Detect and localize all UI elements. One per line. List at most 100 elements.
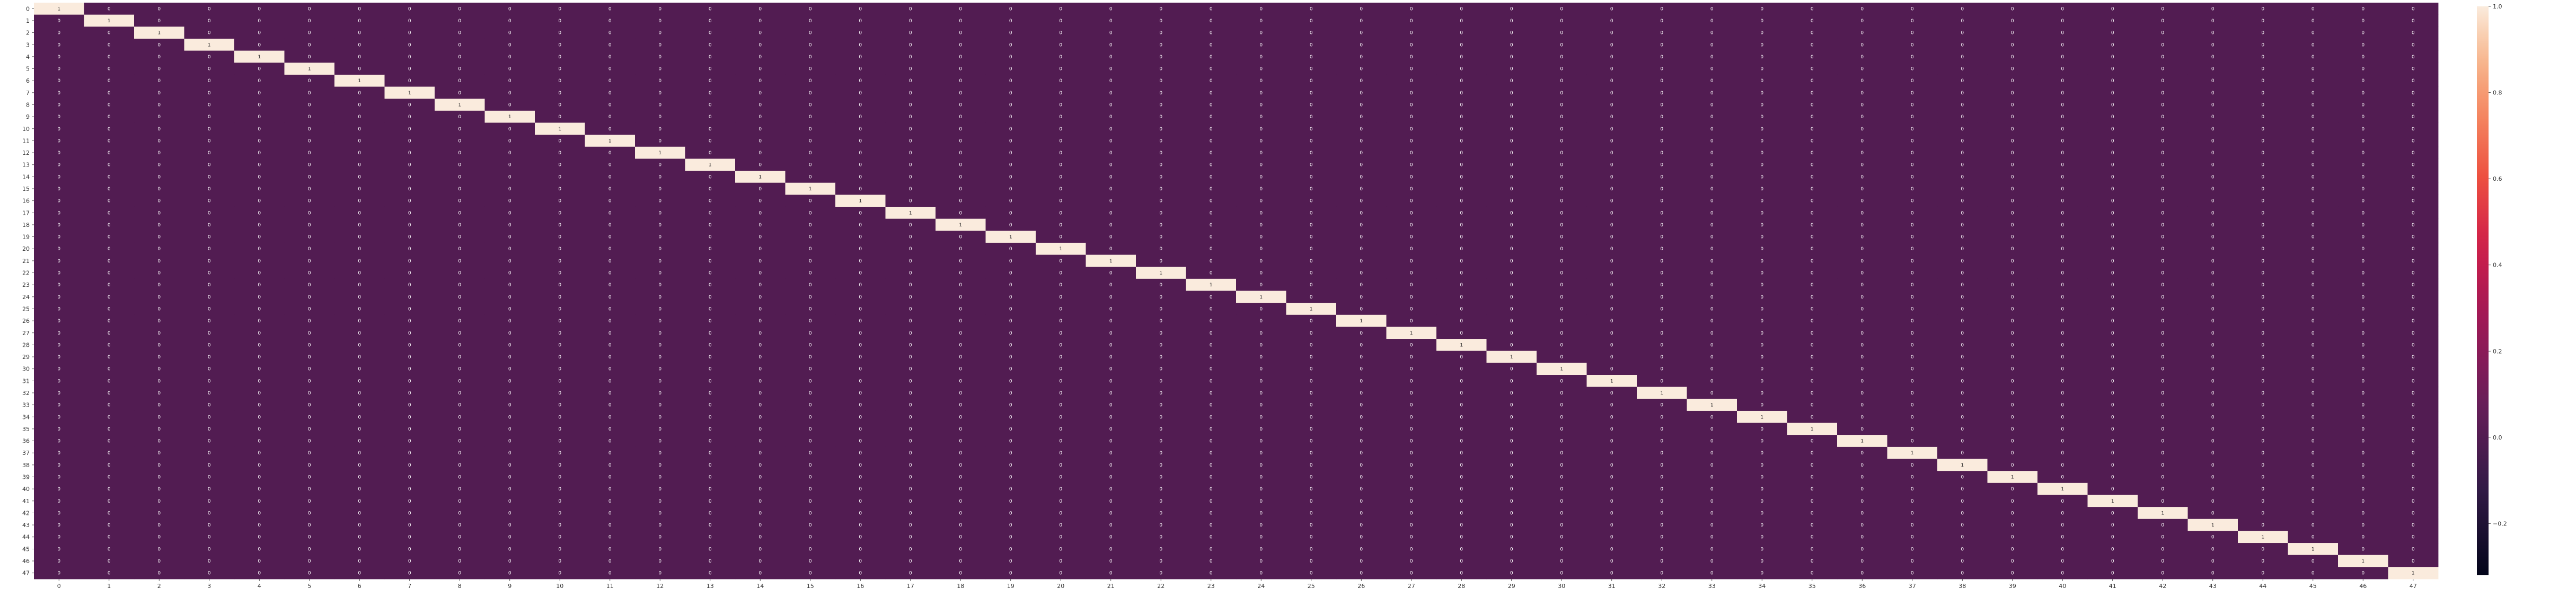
cell-value-label-17-24: 0 [1259, 210, 1263, 216]
cell-value-label-47-23: 0 [1210, 571, 1213, 576]
heatmap-cell-0-4 [234, 3, 285, 15]
heatmap-cell-6-22 [1136, 74, 1186, 87]
cell-value-label-37-38: 0 [1961, 451, 1964, 456]
cell-value-label-38-33: 0 [1710, 463, 1714, 468]
heatmap-cell-2-26 [1336, 27, 1387, 39]
cell-value-label-30-44: 0 [2261, 367, 2264, 372]
heatmap-cell-12-19 [985, 146, 1036, 159]
heatmap-cell-0-14 [735, 3, 786, 15]
cell-value-label-4-42: 0 [2161, 55, 2164, 60]
cell-value-label-35-43: 0 [2211, 427, 2215, 432]
cell-value-label-13-33: 0 [1710, 163, 1714, 168]
cell-value-label-4-29: 0 [1510, 55, 1513, 60]
cell-value-label-0-6: 0 [358, 6, 361, 12]
heatmap-cell-11-6 [334, 135, 385, 147]
cell-value-label-12-47: 0 [2412, 151, 2415, 156]
cell-value-label-12-9: 0 [508, 151, 511, 156]
cell-value-label-44-34: 0 [1760, 535, 1763, 540]
cell-value-label-1-11: 0 [608, 19, 612, 24]
cell-value-label-45-6: 0 [358, 547, 361, 552]
heatmap-cell-4-15 [785, 50, 836, 63]
cell-value-label-19-9: 0 [508, 235, 511, 240]
cell-value-label-0-31: 0 [1610, 6, 1613, 12]
cell-value-label-21-30: 0 [1560, 259, 1563, 264]
cell-value-label-1-25: 0 [1310, 19, 1313, 24]
heatmap-cell-4-37 [1887, 50, 1938, 63]
heatmap-cell-7-12 [635, 86, 685, 99]
heatmap-cell-7-8 [435, 86, 485, 99]
heatmap-cell-7-32 [1637, 86, 1687, 99]
y-tick-label-21: 21 [22, 258, 30, 265]
cell-value-label-45-43: 0 [2211, 547, 2215, 552]
heatmap-cell-12-18 [936, 146, 986, 159]
cell-value-label-15-20: 0 [1059, 187, 1062, 192]
heatmap-cell-11-41 [2087, 135, 2138, 147]
heatmap-cell-0-24 [1236, 3, 1286, 15]
cell-value-label-25-7: 0 [408, 306, 411, 312]
heatmap-cell-12-4 [234, 146, 285, 159]
heatmap-cell-10-8 [435, 122, 485, 135]
cell-value-label-10-23: 0 [1210, 127, 1213, 132]
cell-value-label-10-30: 0 [1560, 127, 1563, 132]
cell-value-label-29-20: 0 [1059, 355, 1062, 360]
cell-value-label-32-35: 0 [1811, 391, 1814, 396]
cell-value-label-25-15: 0 [809, 306, 812, 312]
cell-value-label-19-10: 0 [558, 235, 561, 240]
x-tick-label-5: 5 [307, 583, 311, 590]
cell-value-label-14-11: 0 [608, 174, 612, 180]
heatmap-cell-5-8 [435, 63, 485, 75]
cell-value-label-8-46: 0 [2361, 102, 2365, 108]
heatmap-cell-10-27 [1386, 122, 1437, 135]
heatmap-cell-11-12 [635, 135, 685, 147]
cell-value-label-34-11: 0 [608, 415, 612, 420]
cell-value-label-33-11: 0 [608, 403, 612, 408]
cell-value-label-41-45: 0 [2312, 499, 2315, 504]
cell-value-label-26-9: 0 [508, 319, 511, 324]
cell-value-label-8-37: 0 [1911, 102, 1914, 108]
cell-value-label-34-40: 0 [2061, 415, 2064, 420]
heatmap-cell-5-25 [1286, 63, 1337, 75]
cell-value-label-5-18: 0 [959, 67, 962, 72]
cell-value-label-11-11: 1 [608, 138, 612, 144]
y-tick-label-16: 16 [22, 198, 30, 205]
cell-value-label-1-8: 0 [458, 19, 461, 24]
cell-value-label-47-17: 0 [909, 571, 912, 576]
cell-value-label-13-42: 0 [2161, 163, 2164, 168]
cell-value-label-30-14: 0 [758, 367, 762, 372]
cell-value-label-3-13: 0 [709, 42, 712, 48]
cell-value-label-23-47: 0 [2412, 283, 2415, 288]
cell-value-label-13-19: 0 [1009, 163, 1012, 168]
cell-value-label-14-17: 0 [909, 174, 912, 180]
cell-value-label-16-10: 0 [558, 199, 561, 204]
cell-value-label-26-34: 0 [1760, 319, 1763, 324]
cell-value-label-10-40: 0 [2061, 127, 2064, 132]
cell-value-label-23-39: 0 [2011, 283, 2014, 288]
cell-value-label-46-2: 0 [157, 559, 161, 564]
cell-value-label-34-23: 0 [1210, 415, 1213, 420]
heatmap-cell-7-46 [2338, 86, 2388, 99]
cell-value-label-4-43: 0 [2211, 55, 2215, 60]
cell-value-label-45-7: 0 [408, 547, 411, 552]
heatmap-cell-12-11 [585, 146, 636, 159]
cell-value-label-38-42: 0 [2161, 463, 2164, 468]
cell-value-label-13-4: 0 [258, 163, 261, 168]
heatmap-cell-11-14 [735, 135, 786, 147]
cell-value-label-23-16: 0 [859, 283, 862, 288]
heatmap-cell-8-47 [2388, 99, 2439, 111]
cell-value-label-21-39: 0 [2011, 259, 2014, 264]
cell-value-label-30-42: 0 [2161, 367, 2164, 372]
cell-value-label-40-47: 0 [2412, 487, 2415, 492]
cell-value-label-5-46: 0 [2361, 67, 2365, 72]
heatmap-cell-6-28 [1436, 74, 1487, 87]
cell-value-label-33-22: 0 [1159, 403, 1162, 408]
cell-value-label-41-6: 0 [358, 499, 361, 504]
cell-value-label-38-47: 0 [2412, 463, 2415, 468]
cell-value-label-26-38: 0 [1961, 319, 1964, 324]
cell-value-label-24-0: 0 [57, 295, 60, 300]
cell-value-label-25-27: 0 [1410, 306, 1413, 312]
cell-value-label-44-19: 0 [1009, 535, 1012, 540]
cell-value-label-11-26: 0 [1360, 138, 1363, 144]
cell-value-label-46-15: 0 [809, 559, 812, 564]
cell-value-label-41-23: 0 [1210, 499, 1213, 504]
cell-value-label-31-47: 0 [2412, 379, 2415, 384]
